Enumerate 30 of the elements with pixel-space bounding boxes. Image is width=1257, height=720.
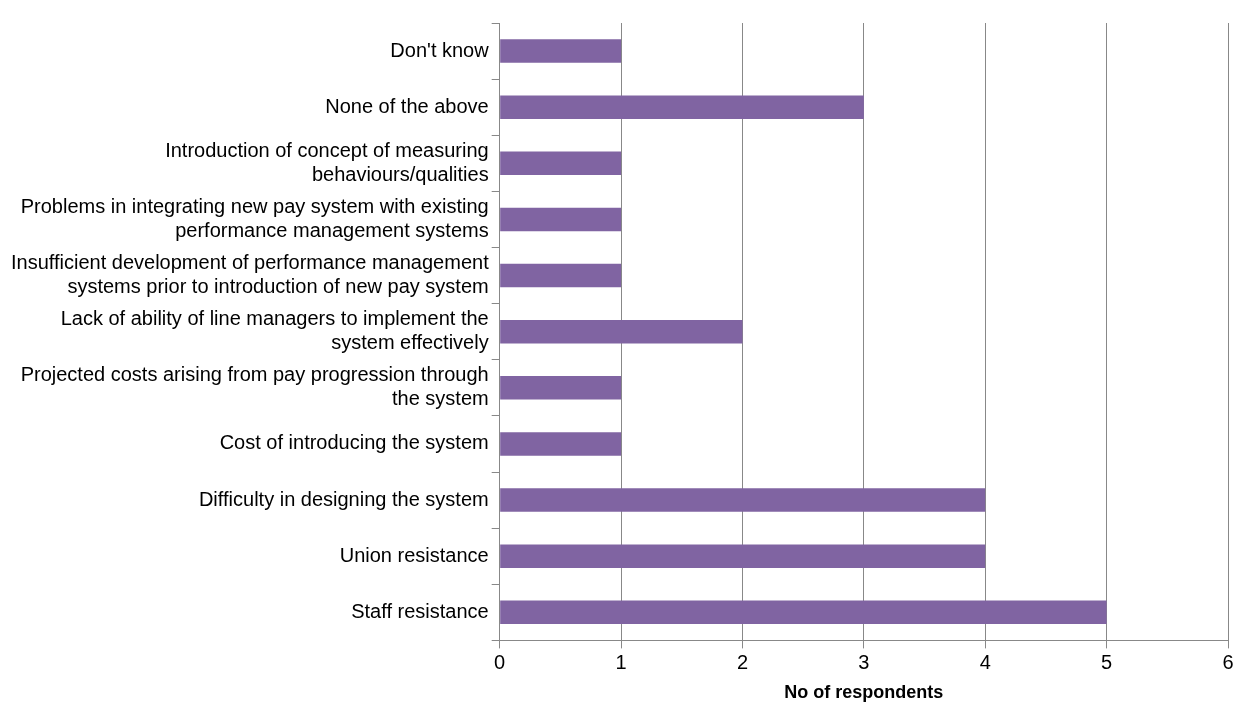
bar <box>500 263 622 288</box>
bar <box>500 207 622 232</box>
y-tick-label: Insufficient development of performance management systems prior to introduction of new pay system <box>11 251 490 298</box>
bar <box>500 319 743 344</box>
y-tick-label: Introduction of concept of measuring behaviours/qualities <box>165 138 489 185</box>
y-tick-label: Staff resistance <box>351 599 489 622</box>
x-tick-label: 3 <box>858 650 870 673</box>
bar <box>500 432 622 456</box>
x-axis-title: No of respondents <box>784 682 944 703</box>
bar <box>500 544 986 568</box>
bar <box>500 376 622 400</box>
y-tick-label: Problems in integrating new pay system with existing performance management systems <box>20 194 489 241</box>
y-tick-label: Lack of ability of line managers to implement the system effectively <box>60 307 489 354</box>
x-tick-label: 5 <box>1101 650 1113 673</box>
bar <box>500 39 622 63</box>
x-tick-label: 4 <box>979 650 991 673</box>
y-tick-label: None of the above <box>325 94 489 117</box>
y-tick-label: Projected costs arising from pay progression through the system <box>20 363 489 410</box>
y-tick-label: Difficulty in designing the system <box>198 487 489 510</box>
bar <box>500 95 864 119</box>
x-tick-label: 1 <box>615 650 627 673</box>
bar <box>500 151 622 176</box>
y-tick-label: Don't know <box>390 38 490 61</box>
x-tick-label: 6 <box>1222 650 1234 673</box>
y-tick-label: Cost of introducing the system <box>219 431 489 454</box>
y-tick-label: Union resistance <box>339 543 489 566</box>
x-tick-label: 2 <box>736 650 749 673</box>
bar <box>500 600 1107 625</box>
bar <box>500 488 986 512</box>
x-tick-label: 0 <box>494 650 506 673</box>
